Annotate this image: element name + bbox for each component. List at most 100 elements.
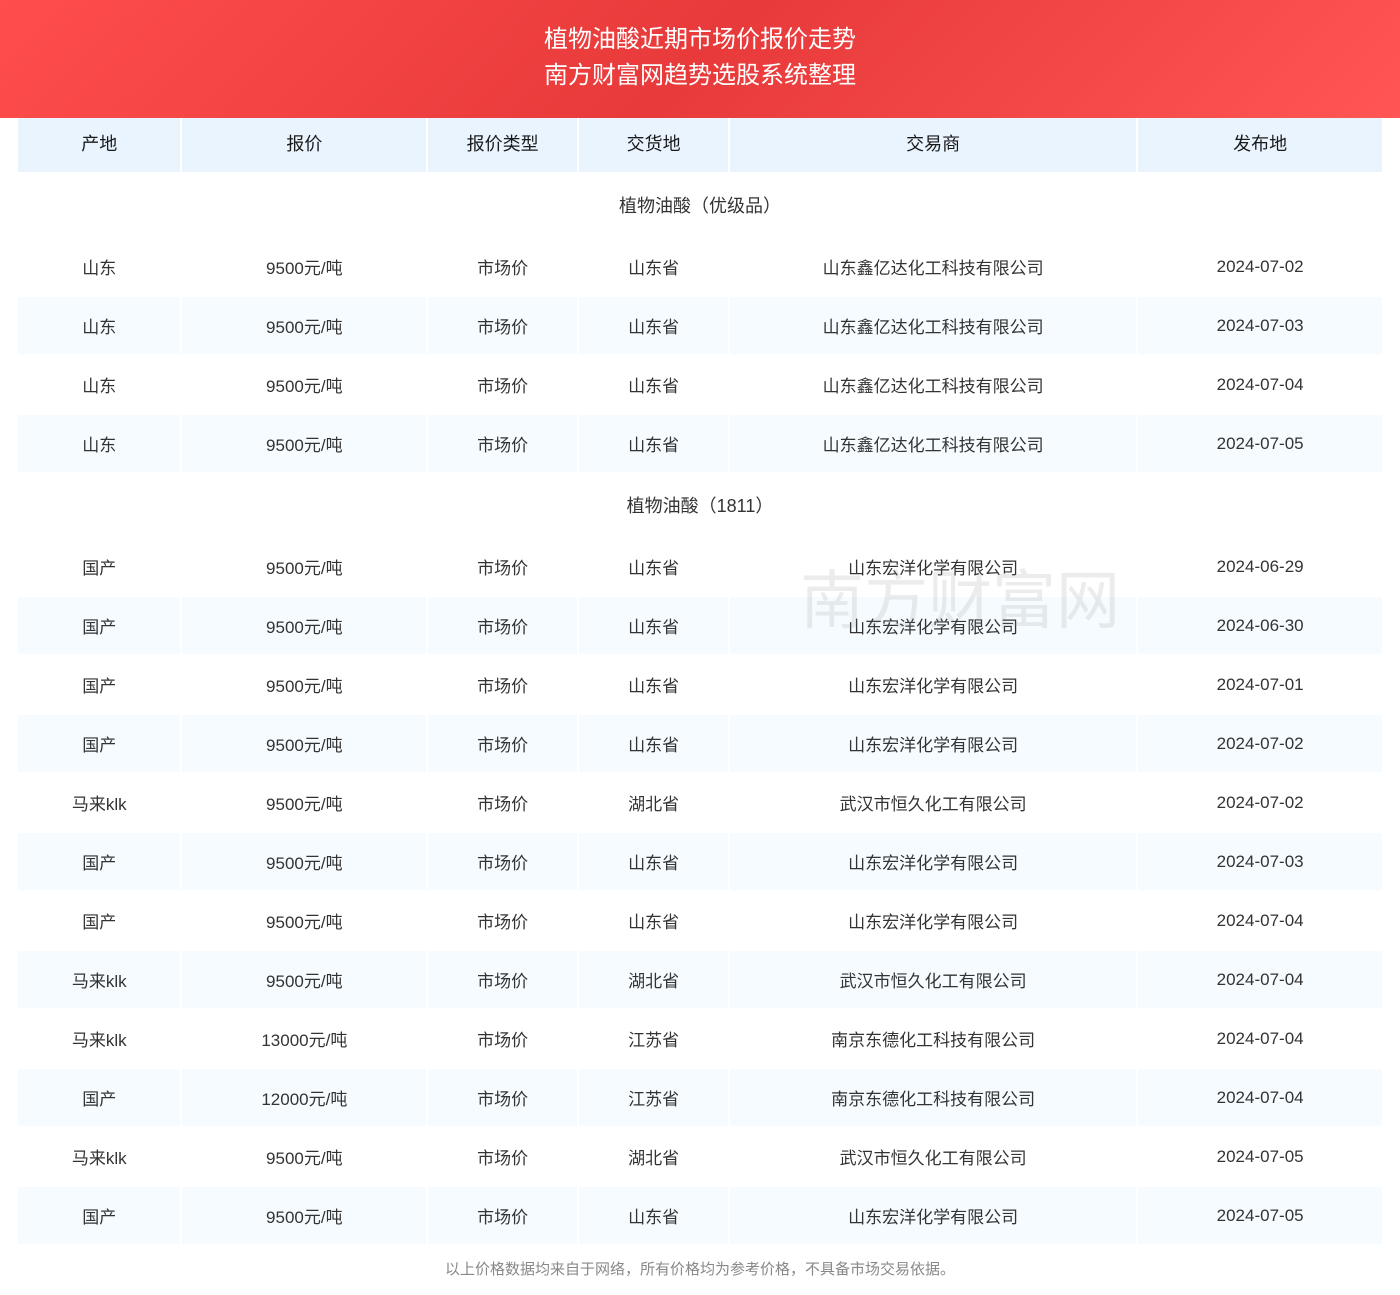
cell-price: 9500元/吨 bbox=[182, 415, 426, 472]
table-row: 山东9500元/吨市场价山东省山东鑫亿达化工科技有限公司2024-07-04 bbox=[18, 356, 1382, 413]
header-banner: 植物油酸近期市场价报价走势 南方财富网趋势选股系统整理 bbox=[0, 0, 1400, 118]
col-header-origin: 产地 bbox=[18, 114, 180, 172]
col-header-type: 报价类型 bbox=[428, 114, 577, 172]
cell-date: 2024-07-05 bbox=[1138, 1128, 1382, 1185]
col-header-trader: 交易商 bbox=[730, 114, 1136, 172]
table-row: 国产9500元/吨市场价山东省山东宏洋化学有限公司2024-07-04 bbox=[18, 892, 1382, 949]
cell-type: 市场价 bbox=[428, 297, 577, 354]
table-row: 山东9500元/吨市场价山东省山东鑫亿达化工科技有限公司2024-07-05 bbox=[18, 415, 1382, 472]
cell-type: 市场价 bbox=[428, 1069, 577, 1126]
col-header-date: 发布地 bbox=[1138, 114, 1382, 172]
table-row: 国产9500元/吨市场价山东省山东宏洋化学有限公司2024-07-02 bbox=[18, 715, 1382, 772]
page-container: 植物油酸近期市场价报价走势 南方财富网趋势选股系统整理 产地 报价 报价类型 交… bbox=[0, 0, 1400, 1295]
cell-delivery: 江苏省 bbox=[579, 1010, 728, 1067]
cell-type: 市场价 bbox=[428, 951, 577, 1008]
table-header-row: 产地 报价 报价类型 交货地 交易商 发布地 bbox=[18, 114, 1382, 172]
cell-date: 2024-07-04 bbox=[1138, 951, 1382, 1008]
table-row: 国产9500元/吨市场价山东省山东宏洋化学有限公司2024-06-29 bbox=[18, 538, 1382, 595]
section-header-row: 植物油酸（优级品） bbox=[18, 174, 1382, 236]
table-row: 马来klk13000元/吨市场价江苏省南京东德化工科技有限公司2024-07-0… bbox=[18, 1010, 1382, 1067]
cell-date: 2024-07-01 bbox=[1138, 656, 1382, 713]
cell-date: 2024-07-04 bbox=[1138, 892, 1382, 949]
section-title: 植物油酸（优级品） bbox=[18, 174, 1382, 236]
cell-date: 2024-07-02 bbox=[1138, 238, 1382, 295]
cell-delivery: 湖北省 bbox=[579, 951, 728, 1008]
cell-origin: 国产 bbox=[18, 538, 180, 595]
table-container: 产地 报价 报价类型 交货地 交易商 发布地 植物油酸（优级品）山东9500元/… bbox=[0, 112, 1400, 1246]
cell-price: 9500元/吨 bbox=[182, 833, 426, 890]
cell-trader: 山东宏洋化学有限公司 bbox=[730, 538, 1136, 595]
cell-type: 市场价 bbox=[428, 715, 577, 772]
cell-origin: 国产 bbox=[18, 892, 180, 949]
cell-date: 2024-06-30 bbox=[1138, 597, 1382, 654]
cell-price: 9500元/吨 bbox=[182, 892, 426, 949]
cell-trader: 山东鑫亿达化工科技有限公司 bbox=[730, 415, 1136, 472]
table-row: 国产9500元/吨市场价山东省山东宏洋化学有限公司2024-07-05 bbox=[18, 1187, 1382, 1244]
cell-delivery: 山东省 bbox=[579, 597, 728, 654]
cell-date: 2024-07-04 bbox=[1138, 1069, 1382, 1126]
cell-origin: 马来klk bbox=[18, 1010, 180, 1067]
table-row: 国产12000元/吨市场价江苏省南京东德化工科技有限公司2024-07-04 bbox=[18, 1069, 1382, 1126]
cell-trader: 山东鑫亿达化工科技有限公司 bbox=[730, 238, 1136, 295]
cell-price: 9500元/吨 bbox=[182, 951, 426, 1008]
cell-origin: 马来klk bbox=[18, 951, 180, 1008]
cell-type: 市场价 bbox=[428, 656, 577, 713]
cell-price: 13000元/吨 bbox=[182, 1010, 426, 1067]
cell-date: 2024-07-04 bbox=[1138, 1010, 1382, 1067]
table-header: 产地 报价 报价类型 交货地 交易商 发布地 bbox=[18, 114, 1382, 172]
table-row: 山东9500元/吨市场价山东省山东鑫亿达化工科技有限公司2024-07-02 bbox=[18, 238, 1382, 295]
cell-trader: 山东鑫亿达化工科技有限公司 bbox=[730, 356, 1136, 413]
cell-trader: 南京东德化工科技有限公司 bbox=[730, 1010, 1136, 1067]
cell-origin: 山东 bbox=[18, 415, 180, 472]
cell-date: 2024-07-03 bbox=[1138, 297, 1382, 354]
table-row: 国产9500元/吨市场价山东省山东宏洋化学有限公司2024-07-01 bbox=[18, 656, 1382, 713]
cell-price: 9500元/吨 bbox=[182, 356, 426, 413]
cell-type: 市场价 bbox=[428, 1128, 577, 1185]
cell-trader: 山东宏洋化学有限公司 bbox=[730, 1187, 1136, 1244]
cell-trader: 武汉市恒久化工有限公司 bbox=[730, 774, 1136, 831]
cell-origin: 马来klk bbox=[18, 1128, 180, 1185]
col-header-delivery: 交货地 bbox=[579, 114, 728, 172]
cell-date: 2024-07-02 bbox=[1138, 774, 1382, 831]
cell-date: 2024-07-05 bbox=[1138, 415, 1382, 472]
cell-trader: 武汉市恒久化工有限公司 bbox=[730, 951, 1136, 1008]
cell-price: 9500元/吨 bbox=[182, 1128, 426, 1185]
cell-date: 2024-07-04 bbox=[1138, 356, 1382, 413]
cell-price: 9500元/吨 bbox=[182, 774, 426, 831]
cell-type: 市场价 bbox=[428, 1010, 577, 1067]
cell-type: 市场价 bbox=[428, 538, 577, 595]
cell-type: 市场价 bbox=[428, 356, 577, 413]
table-row: 山东9500元/吨市场价山东省山东鑫亿达化工科技有限公司2024-07-03 bbox=[18, 297, 1382, 354]
cell-delivery: 山东省 bbox=[579, 297, 728, 354]
cell-type: 市场价 bbox=[428, 415, 577, 472]
cell-date: 2024-06-29 bbox=[1138, 538, 1382, 595]
col-header-price: 报价 bbox=[182, 114, 426, 172]
cell-date: 2024-07-03 bbox=[1138, 833, 1382, 890]
cell-delivery: 山东省 bbox=[579, 415, 728, 472]
table-body: 植物油酸（优级品）山东9500元/吨市场价山东省山东鑫亿达化工科技有限公司202… bbox=[18, 174, 1382, 1244]
cell-type: 市场价 bbox=[428, 892, 577, 949]
footer-note: 以上价格数据均来自于网络，所有价格均为参考价格，不具备市场交易依据。 bbox=[0, 1246, 1400, 1295]
cell-price: 9500元/吨 bbox=[182, 297, 426, 354]
cell-price: 9500元/吨 bbox=[182, 715, 426, 772]
table-row: 马来klk9500元/吨市场价湖北省武汉市恒久化工有限公司2024-07-05 bbox=[18, 1128, 1382, 1185]
cell-delivery: 山东省 bbox=[579, 833, 728, 890]
table-row: 马来klk9500元/吨市场价湖北省武汉市恒久化工有限公司2024-07-02 bbox=[18, 774, 1382, 831]
cell-delivery: 湖北省 bbox=[579, 1128, 728, 1185]
cell-origin: 国产 bbox=[18, 1187, 180, 1244]
cell-origin: 国产 bbox=[18, 656, 180, 713]
cell-origin: 国产 bbox=[18, 715, 180, 772]
cell-price: 12000元/吨 bbox=[182, 1069, 426, 1126]
cell-price: 9500元/吨 bbox=[182, 238, 426, 295]
table-row: 马来klk9500元/吨市场价湖北省武汉市恒久化工有限公司2024-07-04 bbox=[18, 951, 1382, 1008]
cell-trader: 山东宏洋化学有限公司 bbox=[730, 656, 1136, 713]
cell-delivery: 山东省 bbox=[579, 238, 728, 295]
cell-delivery: 湖北省 bbox=[579, 774, 728, 831]
cell-origin: 山东 bbox=[18, 356, 180, 413]
cell-price: 9500元/吨 bbox=[182, 597, 426, 654]
table-row: 国产9500元/吨市场价山东省山东宏洋化学有限公司2024-06-30 bbox=[18, 597, 1382, 654]
cell-delivery: 江苏省 bbox=[579, 1069, 728, 1126]
cell-type: 市场价 bbox=[428, 1187, 577, 1244]
section-title: 植物油酸（1811） bbox=[18, 474, 1382, 536]
cell-delivery: 山东省 bbox=[579, 538, 728, 595]
